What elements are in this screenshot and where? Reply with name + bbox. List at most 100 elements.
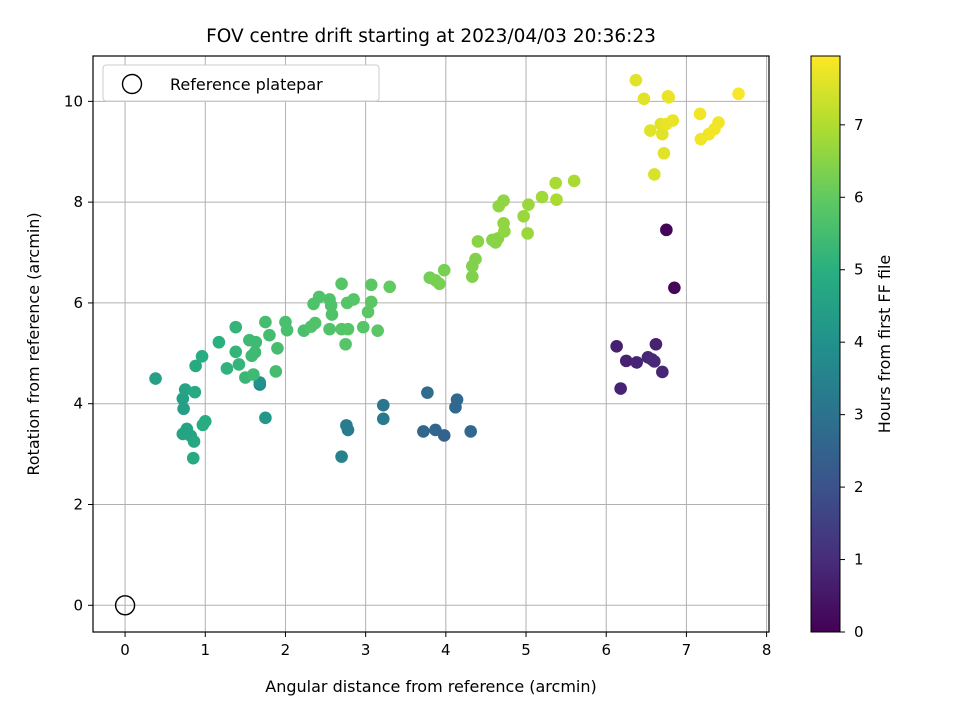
y-tick-label: 4	[73, 395, 83, 413]
data-point	[649, 337, 663, 351]
data-point	[465, 270, 479, 284]
data-point	[195, 350, 209, 363]
reference-platepar-marker	[121, 73, 143, 95]
data-point	[356, 320, 370, 334]
x-tick-label: 3	[361, 641, 371, 659]
data-point	[550, 193, 563, 206]
data-point	[364, 278, 378, 292]
plot-frame	[92, 55, 770, 633]
y-tick-label: 10	[64, 92, 83, 110]
data-point	[335, 277, 348, 291]
colorbar-tick-label: 1	[854, 551, 864, 569]
data-point	[247, 368, 260, 381]
data-point	[259, 315, 272, 329]
data-point	[341, 423, 355, 437]
data-point	[347, 293, 360, 306]
data-point	[364, 295, 378, 309]
data-point	[187, 435, 201, 448]
data-point	[662, 91, 676, 104]
colorbar-tick-label: 5	[854, 261, 864, 279]
y-tick-label: 0	[73, 596, 83, 614]
data-point	[648, 168, 661, 181]
data-point	[249, 335, 263, 349]
data-point	[229, 320, 243, 334]
data-point	[339, 337, 352, 351]
data-point	[177, 402, 190, 416]
colorbar-tick-label: 4	[854, 333, 864, 351]
data-point	[229, 345, 243, 359]
data-point	[517, 209, 530, 223]
data-point	[637, 92, 651, 106]
data-point	[324, 299, 338, 312]
data-point	[644, 124, 657, 137]
data-point	[361, 305, 375, 319]
colorbar-tick-label: 3	[854, 406, 864, 424]
data-point	[186, 451, 200, 465]
data-point	[312, 290, 326, 304]
data-point	[341, 322, 355, 336]
x-axis-label: Angular distance from reference (arcmin)	[265, 677, 596, 696]
x-tick-label: 2	[281, 641, 291, 659]
data-point	[376, 398, 390, 412]
data-point	[656, 127, 669, 141]
data-point	[522, 198, 535, 211]
colorbar-tick-label: 7	[854, 116, 864, 134]
data-point	[271, 341, 284, 355]
x-axis-ticks: 0 1 2 3 4 5 6 7 8	[120, 632, 771, 659]
x-tick-label: 8	[762, 641, 772, 659]
data-point	[323, 322, 336, 336]
legend-box	[102, 64, 380, 102]
data-point	[648, 355, 661, 368]
data-point	[629, 73, 643, 87]
y-tick-label: 2	[73, 496, 83, 514]
data-point	[189, 359, 202, 373]
colorbar-gradient	[810, 55, 841, 633]
data-point	[437, 263, 451, 277]
data-point	[657, 146, 671, 160]
x-tick-label: 7	[682, 641, 692, 659]
data-point	[178, 383, 192, 396]
data-point	[325, 308, 339, 321]
reference-point	[114, 595, 136, 616]
data-point	[630, 356, 643, 369]
data-point	[668, 281, 681, 295]
colorbar: 0 1 2 3 4 5 6 7 Hours from first FF file	[810, 55, 894, 641]
x-tick-label: 0	[120, 641, 130, 659]
data-point	[376, 412, 390, 426]
data-point	[263, 328, 276, 342]
chart-title: FOV centre drift starting at 2023/04/03 …	[206, 26, 656, 47]
data-point	[280, 323, 294, 337]
colorbar-tick-label: 2	[854, 478, 864, 496]
y-axis-ticks: 0 2 4 6 8 10	[64, 92, 93, 614]
data-point	[497, 194, 510, 207]
data-point	[371, 324, 384, 337]
grid-lines	[93, 56, 769, 632]
x-tick-label: 5	[521, 641, 531, 659]
data-point	[614, 382, 627, 395]
data-point	[567, 174, 581, 188]
y-tick-label: 8	[73, 193, 83, 211]
data-point	[198, 415, 212, 428]
data-point	[732, 87, 745, 101]
data-point	[666, 114, 680, 127]
colorbar-label: Hours from first FF file	[875, 255, 894, 434]
colorbar-tick-label: 6	[854, 188, 864, 206]
data-point	[269, 365, 283, 378]
data-points	[114, 73, 745, 616]
data-point	[693, 107, 707, 121]
x-tick-label: 4	[441, 641, 451, 659]
data-point	[464, 425, 477, 438]
data-point	[335, 450, 348, 463]
data-point	[383, 280, 397, 294]
data-point	[433, 277, 446, 291]
legend-label: Reference platepar	[170, 75, 323, 94]
data-point	[535, 190, 549, 204]
colorbar-ticks: 0 1 2 3 4 5 6 7	[840, 116, 864, 641]
data-point	[149, 372, 162, 385]
data-point	[619, 354, 633, 368]
data-point	[259, 411, 272, 425]
x-tick-label: 6	[601, 641, 611, 659]
x-tick-label: 1	[200, 641, 210, 659]
data-point	[521, 227, 534, 240]
